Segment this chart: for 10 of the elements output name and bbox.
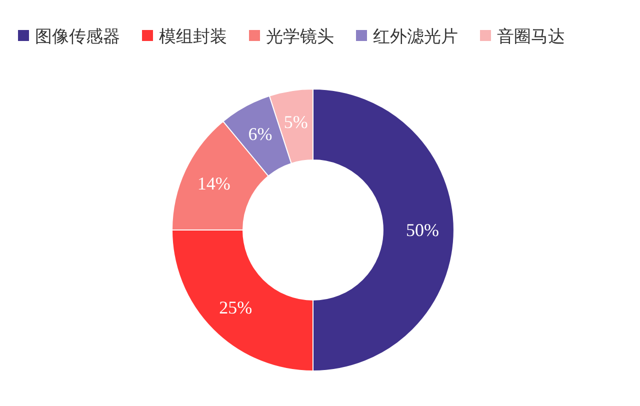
legend-label: 红外滤光片	[373, 27, 458, 47]
data-label: 14%	[197, 173, 230, 194]
data-label: 50%	[406, 220, 439, 240]
legend-label: 模组封装	[159, 27, 227, 47]
legend-label: 光学镜头	[266, 27, 334, 47]
data-label: 5%	[284, 112, 308, 132]
data-label: 6%	[248, 124, 272, 144]
legend-label: 音圈马达	[497, 27, 565, 47]
legend-label: 图像传感器	[35, 27, 120, 47]
data-label: 25%	[219, 297, 252, 318]
